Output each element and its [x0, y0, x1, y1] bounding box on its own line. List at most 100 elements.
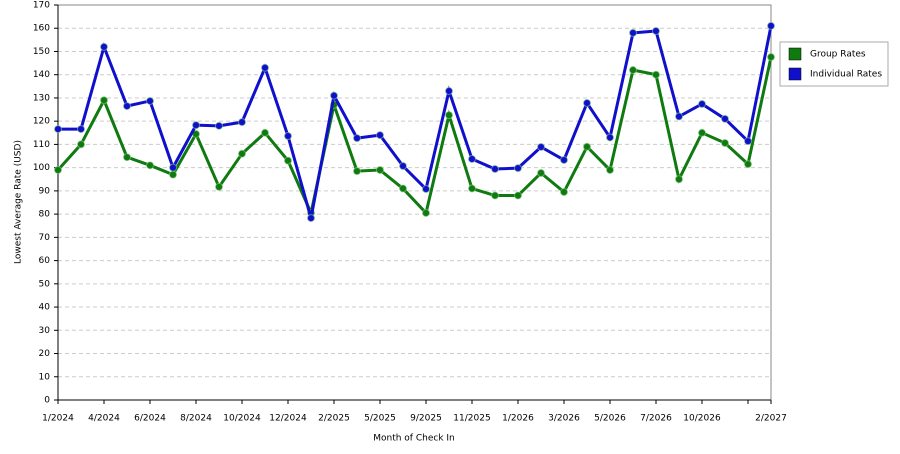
data-point: [606, 165, 614, 174]
data-point: [445, 86, 453, 95]
data-point: [399, 184, 407, 193]
data-point: [100, 96, 108, 105]
data-point: [767, 53, 775, 62]
data-point: [54, 165, 62, 174]
data-point: [238, 118, 246, 127]
data-point: [376, 131, 384, 140]
data-point: [192, 121, 200, 130]
x-tick-label: 12/2024: [269, 414, 307, 424]
data-point: [721, 114, 729, 123]
y-tick-label: 150: [33, 47, 50, 57]
data-point: [100, 42, 108, 51]
data-point: [629, 66, 637, 75]
legend-swatch: [788, 47, 802, 61]
data-point: [399, 162, 407, 171]
y-tick-label: 0: [44, 396, 50, 406]
data-point: [284, 132, 292, 141]
data-point: [123, 153, 131, 162]
data-point: [491, 191, 499, 200]
x-tick-label: 7/2026: [640, 414, 672, 424]
data-point: [353, 167, 361, 176]
x-tick-label: 11/2025: [453, 414, 490, 424]
data-point: [744, 137, 752, 146]
data-point: [652, 27, 660, 36]
data-point: [261, 128, 269, 137]
legend-label: Group Rates: [810, 50, 866, 60]
data-point: [146, 161, 154, 170]
x-tick-label: 1/2026: [502, 414, 534, 424]
data-point: [583, 142, 591, 151]
data-point: [146, 96, 154, 105]
x-tick-label: 5/2025: [364, 414, 396, 424]
data-point: [422, 208, 430, 217]
data-point: [514, 164, 522, 173]
data-point: [491, 165, 499, 174]
data-point: [330, 91, 338, 100]
data-point: [629, 28, 637, 37]
y-tick-label: 70: [39, 233, 51, 243]
data-point: [261, 63, 269, 72]
y-tick-label: 130: [33, 93, 50, 103]
data-point: [744, 160, 752, 169]
legend-swatch: [788, 67, 802, 81]
data-point: [445, 111, 453, 120]
x-tick-label: 9/2025: [410, 414, 442, 424]
y-tick-label: 100: [33, 163, 50, 173]
y-axis-title: Lowest Average Rate (USD): [14, 140, 24, 264]
data-point: [215, 121, 223, 130]
data-point: [54, 125, 62, 134]
y-tick-label: 10: [39, 372, 51, 382]
data-point: [675, 175, 683, 184]
y-tick-label: 30: [39, 326, 51, 336]
y-tick-label: 20: [39, 349, 51, 359]
data-point: [376, 165, 384, 174]
data-point: [698, 99, 706, 108]
x-tick-label: 6/2024: [134, 414, 166, 424]
data-point: [468, 155, 476, 164]
data-point: [77, 140, 85, 149]
data-point: [169, 170, 177, 179]
data-point: [307, 214, 315, 223]
data-point: [468, 184, 476, 193]
x-tick-label: 3/2026: [548, 414, 580, 424]
x-tick-label: 4/2024: [88, 414, 120, 424]
legend-label: Individual Rates: [810, 70, 882, 80]
data-point: [514, 191, 522, 200]
y-tick-label: 80: [39, 210, 51, 220]
data-point: [698, 128, 706, 137]
data-point: [606, 133, 614, 142]
data-point: [123, 102, 131, 111]
data-point: [721, 139, 729, 148]
y-tick-label: 50: [39, 279, 51, 289]
y-tick-label: 110: [33, 140, 50, 150]
data-point: [560, 188, 568, 197]
y-tick-label: 90: [39, 186, 51, 196]
data-point: [583, 99, 591, 108]
y-tick-label: 170: [33, 1, 50, 11]
data-point: [238, 149, 246, 158]
x-tick-label: 2/2027: [755, 414, 787, 424]
x-tick-label: 10/2026: [683, 414, 721, 424]
x-tick-label: 1/2024: [42, 414, 74, 424]
data-point: [537, 142, 545, 151]
x-tick-label: 8/2024: [180, 414, 212, 424]
data-point: [215, 182, 223, 191]
y-tick-label: 160: [33, 24, 50, 34]
y-tick-label: 140: [33, 70, 50, 80]
data-point: [537, 168, 545, 177]
data-point: [767, 21, 775, 30]
data-point: [353, 134, 361, 143]
y-tick-label: 120: [33, 117, 50, 127]
y-tick-label: 60: [39, 256, 51, 266]
x-tick-label: 10/2024: [223, 414, 261, 424]
data-point: [77, 125, 85, 134]
x-tick-label: 5/2026: [594, 414, 626, 424]
data-point: [422, 185, 430, 194]
data-point: [169, 163, 177, 172]
x-tick-label: 2/2025: [318, 414, 350, 424]
x-axis-title: Month of Check In: [373, 434, 455, 444]
y-tick-label: 40: [39, 303, 51, 313]
data-point: [284, 156, 292, 165]
data-point: [560, 155, 568, 164]
